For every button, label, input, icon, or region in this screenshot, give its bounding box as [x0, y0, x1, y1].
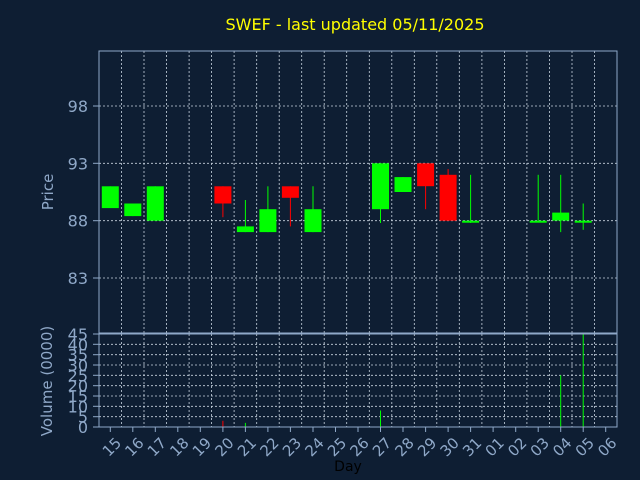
x-axis-label: Day — [334, 459, 362, 475]
volume-tick-label: 15 — [68, 387, 88, 406]
candle-body — [574, 220, 592, 223]
price-panel: 83 88 93 98 Price — [39, 50, 618, 334]
candle-body — [394, 177, 412, 192]
candle-body — [281, 186, 299, 198]
candle-body — [372, 163, 389, 210]
volume-tick-label: 40 — [68, 335, 88, 354]
candle-body — [462, 220, 480, 223]
candle-body — [552, 212, 570, 221]
volume-grid — [99, 333, 617, 428]
volume-tick-label: 20 — [68, 377, 88, 396]
price-candles — [101, 163, 592, 233]
volume-tick-label: 10 — [68, 397, 88, 416]
candle-body — [259, 209, 277, 233]
candle-body — [417, 163, 435, 187]
volume-tick-label: 25 — [68, 366, 88, 385]
volume-tick-label: 0 — [78, 418, 88, 437]
price-tick-label: 88 — [68, 212, 88, 231]
price-grid — [99, 51, 617, 333]
volume-axis-label: Volume (0000) — [38, 326, 56, 436]
price-tick-labels: 83 88 93 98 — [68, 97, 99, 288]
volume-tick-label: 5 — [78, 408, 88, 427]
candle-body — [101, 186, 119, 209]
volume-tick-label: 45 — [68, 325, 88, 344]
chart-title: SWEF - last updated 05/11/2025 — [225, 15, 484, 34]
price-axis-label: Price — [39, 174, 57, 211]
candle-body — [304, 209, 322, 233]
price-tick-label: 98 — [68, 97, 88, 116]
candle-body — [236, 226, 254, 233]
candle-body — [529, 220, 547, 223]
candle-body — [214, 186, 232, 204]
price-frame — [98, 50, 618, 334]
price-tick-label: 83 — [68, 269, 88, 288]
candle-body — [124, 203, 142, 217]
candle-body — [439, 174, 457, 221]
volume-tick-label: 30 — [68, 356, 88, 375]
price-tick-label: 93 — [68, 154, 88, 173]
candle-body — [146, 186, 164, 221]
volume-bars — [222, 334, 584, 427]
volume-tick-label: 35 — [68, 346, 88, 365]
